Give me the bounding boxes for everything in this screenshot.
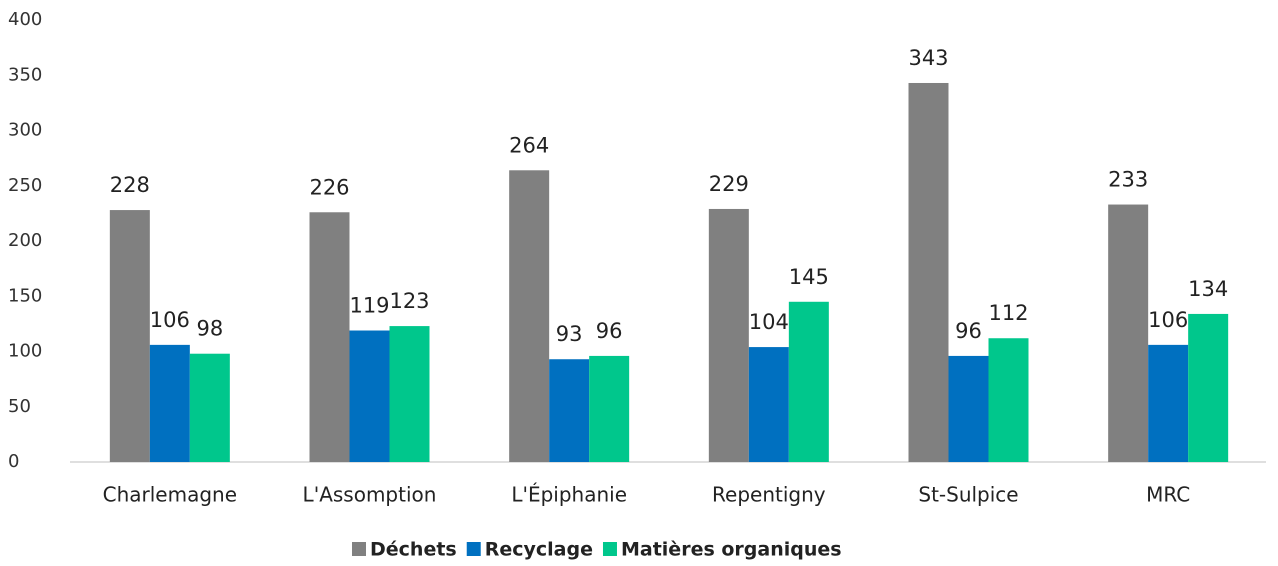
y-tick-label: 50: [8, 396, 31, 417]
legend-label: Recyclage: [485, 539, 593, 561]
x-tick-label: Repentigny: [712, 483, 826, 507]
x-tick-label: St-Sulpice: [918, 483, 1018, 507]
data-label: 96: [955, 319, 982, 343]
bar: [988, 338, 1029, 462]
bar: [589, 355, 630, 462]
bar: [908, 82, 949, 463]
legend-label: Déchets: [370, 539, 457, 561]
data-label: 264: [509, 133, 549, 157]
bar: [349, 330, 390, 462]
data-label: 119: [349, 294, 389, 318]
data-label: 233: [1108, 168, 1148, 192]
bar: [509, 170, 550, 462]
x-tick-label: L'Épiphanie: [511, 483, 627, 507]
data-label: 134: [1188, 277, 1228, 301]
data-label: 112: [988, 301, 1028, 325]
bar: [1108, 204, 1149, 462]
legend-swatch: [602, 542, 617, 556]
data-label: 226: [309, 175, 349, 199]
data-label: 229: [709, 172, 749, 196]
bar: [788, 301, 829, 462]
data-label: 98: [196, 317, 223, 341]
x-tick-label: L'Assomption: [303, 483, 437, 507]
y-tick-label: 0: [8, 451, 19, 472]
bar: [549, 359, 590, 462]
bar: [389, 326, 430, 462]
bar: [149, 344, 190, 462]
data-label: 106: [1148, 308, 1188, 332]
y-tick-label: 100: [8, 341, 42, 362]
x-tick-label: Charlemagne: [103, 483, 237, 507]
data-label: 343: [908, 46, 948, 70]
x-tick-label: MRC: [1146, 483, 1190, 507]
legend-swatch: [352, 542, 366, 556]
data-label: 123: [389, 289, 429, 313]
bar: [109, 210, 150, 462]
bar: [1188, 313, 1229, 462]
data-label: 104: [749, 310, 789, 334]
legend-label: Matières organiques: [621, 539, 842, 561]
bar: [189, 353, 230, 462]
data-label: 96: [596, 319, 623, 343]
bar: [948, 355, 989, 462]
data-label: 228: [110, 173, 150, 197]
bar: [309, 212, 350, 462]
bar: [708, 208, 749, 462]
y-tick-label: 200: [8, 230, 42, 251]
legend-swatch: [466, 542, 481, 556]
y-tick-label: 150: [8, 285, 42, 306]
data-label: 145: [789, 265, 829, 289]
y-tick-label: 400: [8, 9, 42, 30]
data-label: 93: [556, 322, 583, 346]
bar: [748, 347, 789, 462]
y-tick-label: 350: [8, 64, 42, 85]
bar: [1148, 344, 1189, 462]
data-label: 106: [150, 308, 190, 332]
y-tick-label: 250: [8, 175, 42, 196]
y-tick-label: 300: [8, 120, 42, 141]
